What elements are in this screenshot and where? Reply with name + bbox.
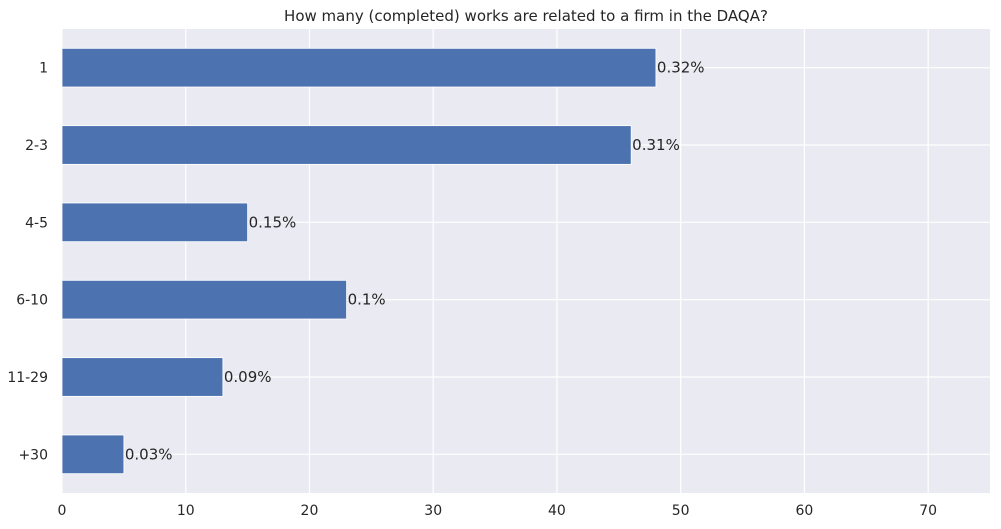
bar-+30 — [61, 434, 125, 475]
x-tick-label: 20 — [301, 503, 319, 519]
x-tick-labels: 0 10 20 30 40 50 60 70 — [58, 503, 938, 519]
bar-4-5 — [61, 202, 249, 243]
data-label-+30: 0.03% — [125, 445, 173, 463]
plot-area — [62, 29, 990, 493]
data-label-1: 0.32% — [657, 59, 705, 77]
y-tick-label: 11-29 — [7, 370, 48, 386]
y-tick-labels: 1 2-3 4-5 6-10 11-29 +30 — [7, 61, 48, 464]
data-label-4-5: 0.15% — [249, 213, 297, 231]
y-tick-label: 1 — [39, 61, 48, 77]
data-label-6-10: 0.1% — [348, 291, 386, 309]
x-tick-label: 60 — [795, 503, 813, 519]
bar-11-29 — [61, 357, 224, 397]
bar-6-10 — [61, 279, 347, 320]
bar-1 — [61, 47, 657, 88]
y-tick-label: 6-10 — [16, 293, 48, 309]
chart-title: How many (completed) works are related t… — [284, 7, 768, 25]
data-labels: 0.32% 0.31% 0.15% 0.1% 0.09% 0.03% — [125, 59, 705, 464]
x-tick-label: 70 — [919, 503, 937, 519]
x-tick-label: 10 — [177, 503, 195, 519]
x-tick-label: 40 — [548, 503, 566, 519]
data-label-11-29: 0.09% — [224, 368, 272, 386]
bars — [61, 47, 657, 475]
x-tick-label: 0 — [58, 503, 67, 519]
x-tick-label: 30 — [424, 503, 442, 519]
bar-2-3 — [61, 125, 632, 165]
y-tick-label: 2-3 — [25, 138, 48, 154]
data-label-2-3: 0.31% — [632, 136, 680, 154]
y-tick-label: 4-5 — [25, 215, 48, 231]
y-tick-label: +30 — [18, 447, 48, 463]
x-tick-label: 50 — [672, 503, 690, 519]
